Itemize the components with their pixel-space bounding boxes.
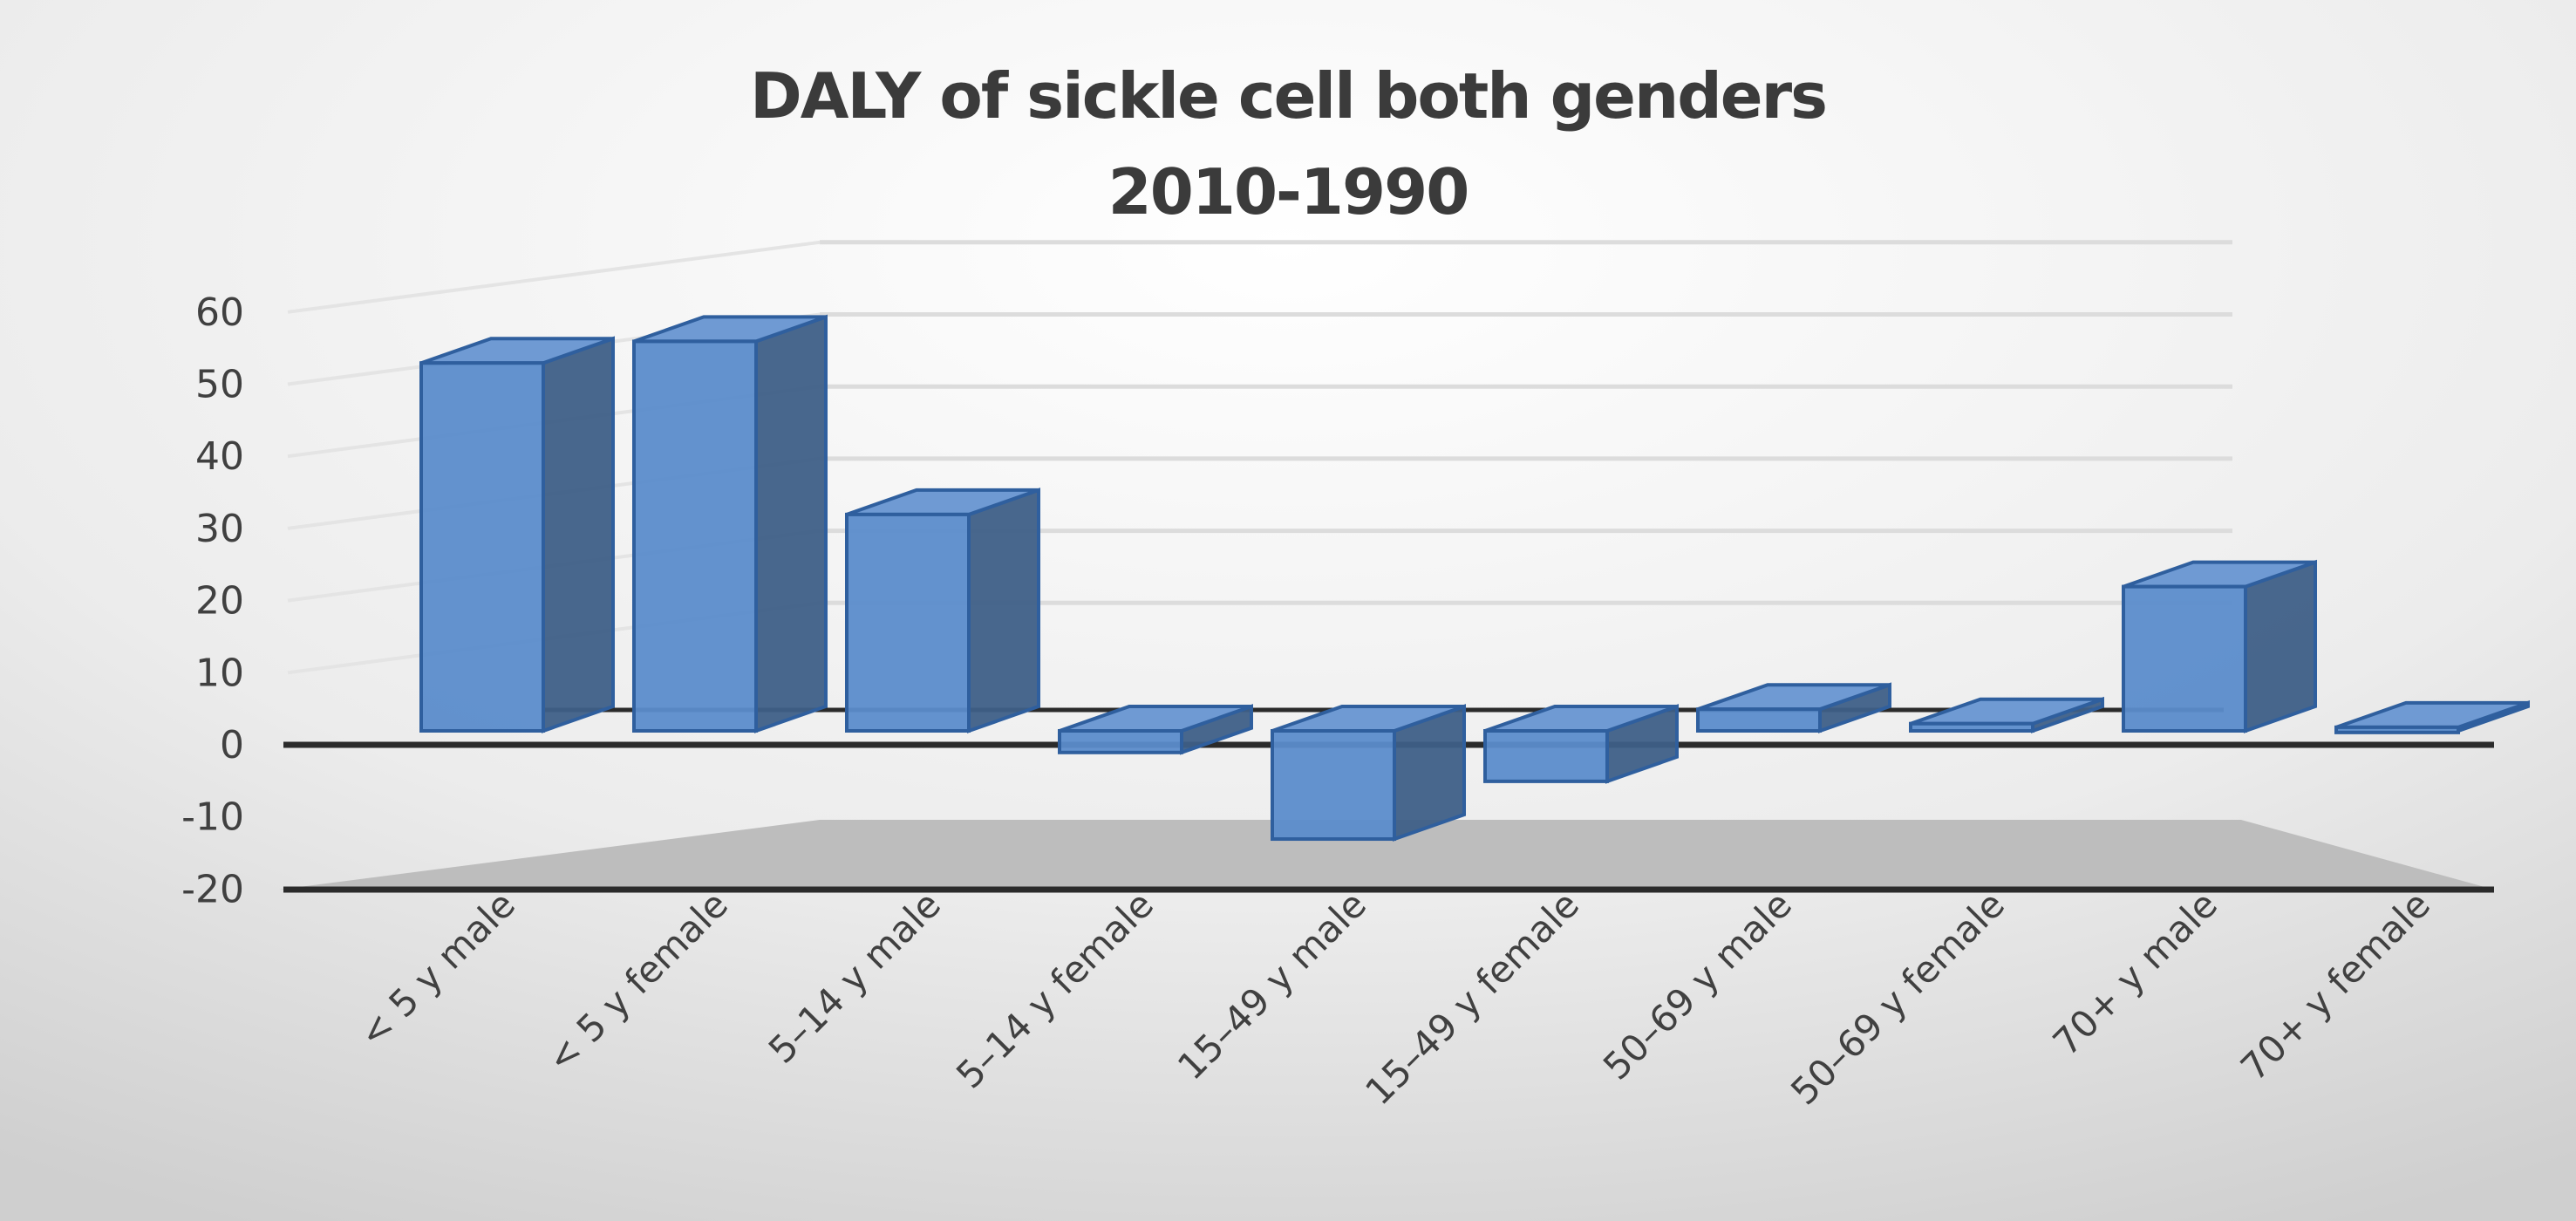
- bar-front: [632, 339, 758, 733]
- bar-front: [1696, 707, 1822, 733]
- bar-front: [2334, 725, 2460, 734]
- bar-front: [1483, 729, 1609, 783]
- bar-side: [754, 314, 828, 733]
- y-tick-label: 20: [195, 579, 244, 624]
- bar: [419, 336, 615, 733]
- bar: [845, 488, 1040, 733]
- y-tick-label: -20: [181, 867, 244, 911]
- bar-front: [845, 512, 971, 733]
- y-tick-label: 0: [220, 723, 244, 767]
- bar: [2122, 559, 2317, 733]
- bar: [2334, 700, 2530, 734]
- y-tick-label: 30: [195, 507, 244, 551]
- bar-front: [1058, 729, 1183, 754]
- bar: [1909, 696, 2104, 733]
- gridline-side: [287, 240, 821, 314]
- y-tick-label: -10: [181, 795, 244, 840]
- bar-front: [1271, 729, 1396, 842]
- bar-front: [419, 361, 545, 733]
- y-tick-label: 10: [195, 651, 244, 695]
- chart-subtitle: 2010-1990: [1108, 155, 1469, 229]
- bar-side: [967, 488, 1040, 733]
- bar-side: [2244, 559, 2317, 733]
- y-tick-label: 40: [195, 434, 244, 479]
- bar: [1058, 704, 1253, 755]
- bar-front: [2122, 584, 2247, 733]
- bar: [1483, 704, 1679, 784]
- bar-front: [1909, 721, 2034, 733]
- y-tick-label: 60: [195, 290, 244, 335]
- bar: [1271, 704, 1466, 842]
- floor: [279, 820, 2494, 890]
- y-tick-label: 50: [195, 363, 244, 407]
- bar-side: [542, 336, 615, 733]
- bar: [632, 314, 828, 733]
- chart-title: DALY of sickle cell both genders: [750, 59, 1826, 133]
- bar: [1696, 682, 1891, 733]
